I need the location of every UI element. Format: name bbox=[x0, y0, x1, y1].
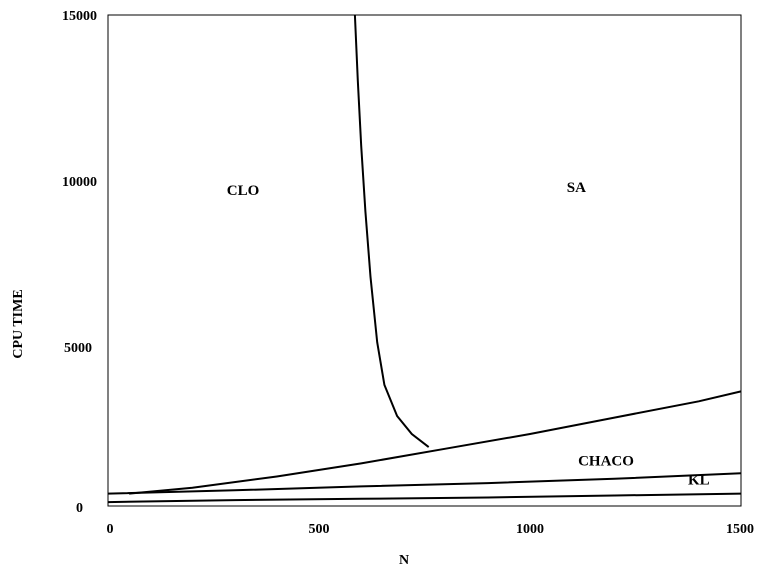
series-layer bbox=[107, 14, 742, 504]
x-axis-label: N bbox=[399, 553, 409, 567]
x-tick-labels: 0 500 1000 1500 bbox=[107, 522, 755, 537]
y-tick-label: 10000 bbox=[62, 175, 97, 190]
y-tick-labels: 0 5000 10000 15000 bbox=[62, 9, 97, 516]
y-axis-label: CPU TIME bbox=[11, 289, 26, 358]
y-tick-label: 15000 bbox=[62, 9, 97, 24]
region-label-chaco: CHACO bbox=[578, 454, 634, 470]
region-labels: CLO SA CHACO KL bbox=[227, 180, 710, 489]
plot-frame bbox=[107, 14, 742, 507]
region-label-clo: CLO bbox=[227, 183, 260, 199]
region-label-kl: KL bbox=[688, 473, 710, 489]
x-tick-label: 500 bbox=[309, 522, 330, 537]
series-line-2 bbox=[129, 390, 742, 495]
y-tick-label: 5000 bbox=[64, 341, 92, 356]
region-label-sa: SA bbox=[567, 180, 586, 196]
x-tick-label: 0 bbox=[107, 522, 114, 537]
x-tick-label: 1000 bbox=[516, 522, 544, 537]
series-line-4 bbox=[107, 492, 742, 504]
y-tick-label: 0 bbox=[76, 501, 83, 516]
x-tick-label: 1500 bbox=[726, 522, 754, 537]
series-line-3 bbox=[107, 472, 742, 495]
series-line-1 bbox=[353, 14, 430, 448]
